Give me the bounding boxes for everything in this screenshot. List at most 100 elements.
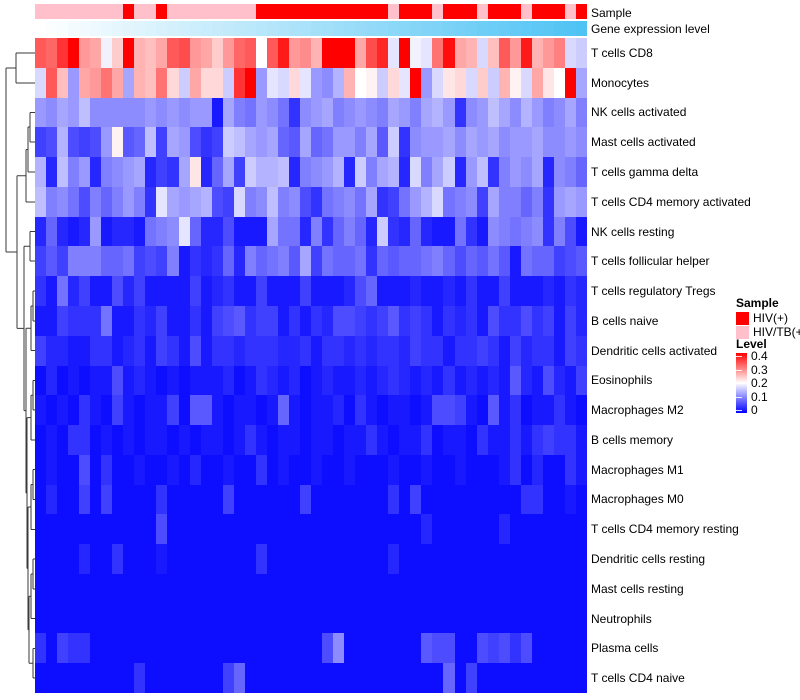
heatmap-cell xyxy=(68,67,80,98)
level-tick-mark xyxy=(736,356,742,357)
heatmap-cell xyxy=(410,67,422,98)
heatmap-cell xyxy=(476,276,488,306)
heatmap-cell xyxy=(123,186,135,217)
heatmap-cell xyxy=(476,305,488,336)
heatmap-cell xyxy=(101,38,113,68)
heatmap-cell xyxy=(520,484,532,515)
heatmap-cell xyxy=(465,67,477,98)
heatmap-cell xyxy=(167,186,179,217)
heatmap-cell xyxy=(443,395,455,426)
heatmap-cell xyxy=(531,365,543,396)
legend-entry-label: HIV/TB(+) xyxy=(753,325,800,339)
heatmap-cell xyxy=(90,97,102,128)
heatmap-cell xyxy=(487,97,499,128)
sample-annotation-cell xyxy=(432,4,444,19)
heatmap-cell xyxy=(355,157,367,187)
heatmap-cell xyxy=(476,514,488,545)
heatmap-cell xyxy=(476,335,488,366)
heatmap-cell xyxy=(189,305,201,336)
heatmap-cell xyxy=(178,514,190,545)
heatmap-cell xyxy=(520,633,532,664)
heatmap-cell xyxy=(189,454,201,485)
heatmap-cell xyxy=(542,38,554,68)
heatmap-cell xyxy=(355,97,367,128)
heatmap-cell xyxy=(531,573,543,604)
heatmap-cell xyxy=(123,603,135,634)
heatmap-cell xyxy=(288,186,300,217)
heatmap-cell xyxy=(112,544,124,574)
heatmap-cell xyxy=(134,514,146,545)
heatmap-cell xyxy=(564,663,576,693)
legend-sample-title: Sample xyxy=(736,296,779,310)
heatmap-cell xyxy=(454,276,466,306)
heatmap-cell xyxy=(222,454,234,485)
heatmap-cell xyxy=(79,425,91,455)
heatmap-cell xyxy=(509,514,521,545)
heatmap-cell xyxy=(355,186,367,217)
heatmap-cell xyxy=(156,157,168,187)
heatmap-cell xyxy=(310,603,323,634)
sample-annotation-cell xyxy=(520,4,532,19)
heatmap-cell xyxy=(520,663,532,693)
heatmap-cell xyxy=(520,67,532,98)
sample-annotation-cell xyxy=(200,4,212,19)
sample-annotation-cell xyxy=(377,4,389,19)
heatmap-cell xyxy=(255,38,267,68)
heatmap-cell xyxy=(410,38,422,68)
heatmap-cell xyxy=(432,633,444,664)
heatmap-cell xyxy=(432,544,444,574)
gene-expression-cell xyxy=(575,21,587,36)
heatmap-cell xyxy=(178,186,190,217)
heatmap-cell xyxy=(487,276,499,306)
heatmap-cell xyxy=(211,305,223,336)
gene-expression-cell xyxy=(123,21,135,36)
heatmap-cell xyxy=(498,633,510,664)
heatmap-cell xyxy=(333,514,345,545)
heatmap-cell xyxy=(498,514,510,545)
heatmap-cell xyxy=(123,246,135,277)
heatmap-cell xyxy=(255,335,267,366)
row-label: T cells CD4 memory resting xyxy=(591,522,739,537)
heatmap-cell xyxy=(277,276,289,306)
heatmap-cell xyxy=(399,276,411,306)
heatmap-cell xyxy=(189,38,201,68)
heatmap-cell xyxy=(101,395,113,426)
heatmap-cell xyxy=(344,365,356,396)
heatmap-cell xyxy=(178,603,190,634)
heatmap-cell xyxy=(134,425,146,455)
sample-annotation-cell xyxy=(487,4,499,19)
gene-expression-cell xyxy=(454,21,466,36)
heatmap-cell xyxy=(244,514,256,545)
heatmap-cell xyxy=(266,633,278,664)
heatmap-cell xyxy=(200,484,212,515)
heatmap-cell xyxy=(233,305,245,336)
heatmap-cell xyxy=(322,216,334,247)
heatmap-cell xyxy=(266,365,278,396)
heatmap-cell xyxy=(421,67,433,98)
row-label: B cells memory xyxy=(591,432,674,447)
heatmap-cell xyxy=(200,573,212,604)
heatmap-cell xyxy=(443,157,455,187)
heatmap-cell xyxy=(388,186,400,217)
heatmap-cell xyxy=(377,454,389,485)
heatmap-cell xyxy=(399,633,411,664)
heatmap-cell xyxy=(542,395,554,426)
heatmap-cell xyxy=(498,365,510,396)
row-label: Dendritic cells activated xyxy=(591,343,718,358)
heatmap-cell xyxy=(575,186,587,217)
heatmap-cell xyxy=(509,186,521,217)
heatmap-cell xyxy=(46,484,58,515)
heatmap-cell xyxy=(244,186,256,217)
heatmap-cell xyxy=(520,544,532,574)
heatmap-cell xyxy=(432,157,444,187)
heatmap-cell xyxy=(344,454,356,485)
heatmap-cell xyxy=(366,573,378,604)
heatmap-cell xyxy=(244,38,256,68)
heatmap-cell xyxy=(222,544,234,574)
row-label: Macrophages M1 xyxy=(591,462,684,477)
heatmap-cell xyxy=(57,67,69,98)
heatmap-cell xyxy=(46,216,58,247)
heatmap-cell xyxy=(454,67,466,98)
gene-expression-cell xyxy=(167,21,179,36)
heatmap-cell xyxy=(167,514,179,545)
